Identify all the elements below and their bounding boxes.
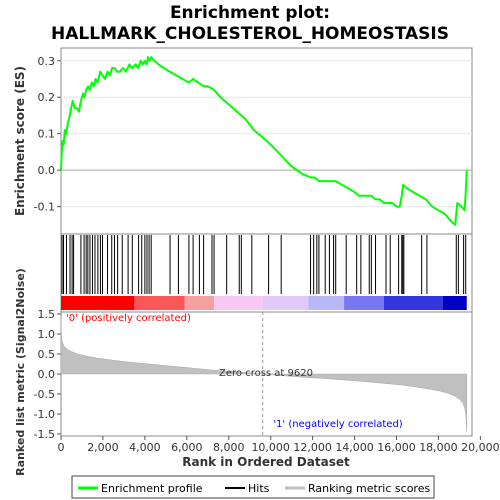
x-tick-label: 10,000 [251,441,290,454]
legend-box [71,475,435,499]
colorbar-segment [383,296,443,310]
x-tick-label: 4,000 [129,441,161,454]
colorbar-segment [308,296,345,310]
legend: Enrichment profile Hits Ranking metric s… [78,482,430,495]
metric-y-tick-label: 0.5 [38,348,56,361]
x-tick-label: 6,000 [171,441,203,454]
metric-y-tick-label: 1.5 [38,308,56,321]
x-tick-label: 14,000 [335,441,374,454]
metric-y-tick-label: -0.5 [34,388,55,401]
x-tick-label: 16,000 [377,441,416,454]
metric-y-axis-label: Ranked list metric (Signal2Noise) [14,268,27,476]
metric-y-ticks: 1.5 1.0 0.5 0.0 -0.5 -1.0 -1.5 [34,308,61,441]
chart-title-line2: HALLMARK_CHOLESTEROL_HOMEOSTASIS [51,24,449,44]
legend-hits-label: Hits [248,482,270,495]
es-y-tick-label: -0.1 [34,201,55,214]
x-tick-label: 20,000 [461,441,500,454]
x-tick-label: 18,000 [419,441,458,454]
legend-enrichment-label: Enrichment profile [101,482,203,495]
colorbar-segment [134,296,185,310]
ranking-metric-series [60,317,468,433]
x-axis-ticks: 0 2,000 4,000 6,000 8,000 10,000 12,000 14,000 1… [58,436,500,454]
x-tick-label: 12,000 [293,441,332,454]
metric-y-tick-label: 1.0 [38,328,56,341]
metric-y-tick-label: -1.0 [34,408,55,421]
x-tick-label: 8,000 [213,441,245,454]
x-axis-label: Rank in Ordered Dataset [182,455,350,469]
rank-colorbar [61,296,467,310]
metric-y-tick-label: -1.5 [34,428,55,441]
es-gridlines [61,60,472,208]
es-y-tick-label: 0.2 [38,91,56,104]
x-tick-label: 2,000 [87,441,119,454]
es-y-ticks: 0.3 0.2 0.1 0.0 -0.1 [34,55,61,214]
es-y-tick-label: 0.0 [38,164,56,177]
es-y-tick-label: 0.3 [38,55,56,68]
legend-metric-label: Ranking metric scores [308,482,430,495]
colorbar-segment [61,296,135,310]
colorbar-segment [442,296,467,310]
x-tick-label: 0 [58,441,65,454]
colorbar-segment [344,296,384,310]
negative-correlation-label: '1' (negatively correlated) [273,419,402,430]
colorbar-segment [214,296,263,310]
zero-cross-label: Zero cross at 9620 [219,368,313,379]
colorbar-segment [262,296,309,310]
colorbar-segment [184,296,215,310]
enrichment-profile-series [60,56,468,226]
ranking-metric-area [60,312,468,436]
es-y-tick-label: 0.1 [38,128,56,141]
es-y-axis-label: Enrichment score (ES) [13,66,27,216]
metric-y-tick-label: 0.0 [38,368,56,381]
chart-title-line1: Enrichment plot: [170,3,330,23]
enrichment-profile-line [60,56,468,226]
positive-correlation-label: '0' (positively correlated) [66,313,191,324]
hit-markers [61,235,467,294]
